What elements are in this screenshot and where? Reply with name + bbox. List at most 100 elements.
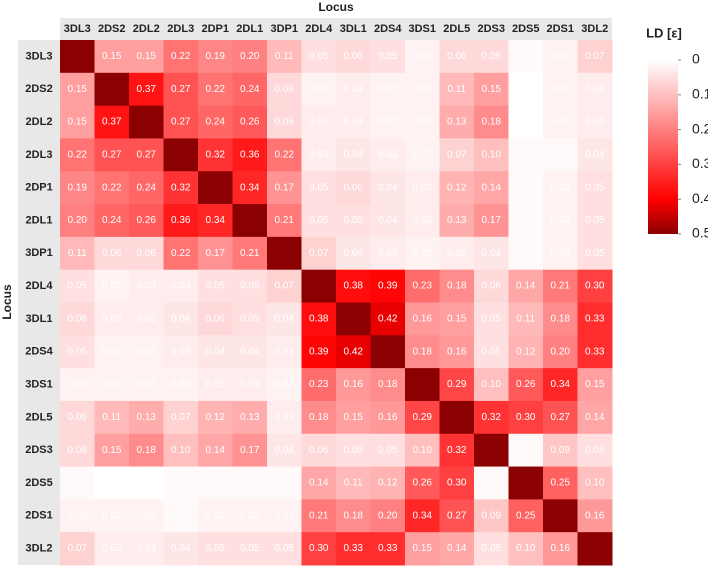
cell-label: 0.26 <box>137 215 157 226</box>
cell <box>439 269 475 303</box>
cell <box>439 532 475 566</box>
cell <box>198 368 233 402</box>
cell <box>508 171 544 205</box>
cell-label: 0.11 <box>447 84 466 95</box>
cell <box>301 532 337 566</box>
cell <box>370 269 406 303</box>
cell <box>94 499 130 533</box>
diagonal-cell <box>336 302 371 336</box>
cell-label: 0.05 <box>240 543 260 554</box>
cell <box>439 466 475 500</box>
colorbar-tick-label: 0.3 <box>692 155 708 171</box>
cell <box>336 105 371 139</box>
cell-label: 0.02 <box>275 379 295 390</box>
cell-label: 0.04 <box>482 248 502 259</box>
cell <box>474 171 509 205</box>
cell-label: 0.37 <box>102 117 122 128</box>
cell <box>60 105 95 139</box>
cell-label: 0.01 <box>171 478 191 489</box>
cell <box>508 236 544 271</box>
cell <box>543 400 578 435</box>
cell-label: 0.02 <box>551 51 571 62</box>
cell <box>232 72 268 107</box>
cell-label: 0.03 <box>447 248 467 259</box>
cell-label: 0.32 <box>482 412 502 423</box>
cell <box>508 204 544 238</box>
cell-label: 0.21 <box>275 215 295 226</box>
cell-label: 0.15 <box>344 412 364 423</box>
cell-label: 0.02 <box>275 510 295 521</box>
cell-label: 0.03 <box>137 543 157 554</box>
cell-label: 0.03 <box>413 215 433 226</box>
cell <box>370 72 406 107</box>
cell-label: 0.16 <box>413 314 433 325</box>
cell-label: 0.06 <box>309 445 329 456</box>
row-label: 2DS1 <box>25 510 53 522</box>
diagonal-cell <box>577 532 613 566</box>
cell-label: 0.03 <box>309 117 329 128</box>
column-label: 2DP1 <box>201 23 229 35</box>
cell-label: 0.01 <box>516 51 536 62</box>
cell <box>577 204 613 238</box>
cell <box>163 433 199 468</box>
cell-label: 0.24 <box>137 182 157 193</box>
cell <box>508 368 544 402</box>
cell <box>336 335 371 369</box>
cell <box>129 368 164 402</box>
cell <box>267 204 302 238</box>
cell <box>577 466 613 500</box>
cell <box>301 335 337 369</box>
cell-label: 0.29 <box>447 379 467 390</box>
cell <box>163 269 199 303</box>
cell-label: 0.06 <box>482 281 502 292</box>
cell <box>474 368 509 402</box>
cell-label: 0.01 <box>516 445 536 456</box>
cell <box>94 466 130 500</box>
cell-label: 0.06 <box>275 117 295 128</box>
cell-label: 0.03 <box>344 84 364 95</box>
cell-label: 0.25 <box>551 478 571 489</box>
cell-label: 0.17 <box>482 215 502 226</box>
cell-label: 0.14 <box>447 543 467 554</box>
cell-label: 0.33 <box>378 543 398 554</box>
cell <box>474 400 509 435</box>
cell-label: 0.12 <box>206 412 226 423</box>
cell-label: 0.15 <box>585 379 605 390</box>
cell <box>439 499 475 533</box>
cell-label: 0.34 <box>413 510 433 521</box>
cell <box>267 532 302 566</box>
cell-label: 0.03 <box>137 314 157 325</box>
cell <box>577 400 613 435</box>
cell <box>60 466 95 500</box>
cell-label: 0.39 <box>309 346 329 357</box>
cell-label: 0.01 <box>516 149 536 160</box>
cell-label: 0.02 <box>102 510 122 521</box>
cell-label: 0.24 <box>102 215 122 226</box>
cell <box>577 40 613 74</box>
cell <box>163 302 199 336</box>
cell-label: 0.02 <box>137 346 157 357</box>
cell <box>543 204 578 238</box>
cell-label: 0.26 <box>413 478 433 489</box>
cell-label: 0.36 <box>171 215 191 226</box>
cell-label: 0.03 <box>344 117 364 128</box>
cell-label: 0.13 <box>240 412 260 423</box>
cell-label: 0.24 <box>240 84 260 95</box>
cell-label: 0.07 <box>68 543 88 554</box>
diagonal-cell <box>439 400 475 435</box>
cell-label: 0.03 <box>585 84 605 95</box>
row-label: 2DS4 <box>25 346 53 358</box>
cell <box>439 302 475 336</box>
cell-label: 0.21 <box>309 510 329 521</box>
cell <box>439 40 475 74</box>
y-axis-label: Locus <box>0 284 14 320</box>
cell <box>129 335 164 369</box>
diagonal-cell <box>163 138 199 172</box>
cell-label: 0.02 <box>102 281 122 292</box>
cell-label: 0.11 <box>68 248 87 259</box>
cell-label: 0.01 <box>68 478 88 489</box>
cell <box>543 40 578 74</box>
cell-label: 0.05 <box>585 215 605 226</box>
cell <box>577 368 613 402</box>
cell <box>543 105 578 139</box>
